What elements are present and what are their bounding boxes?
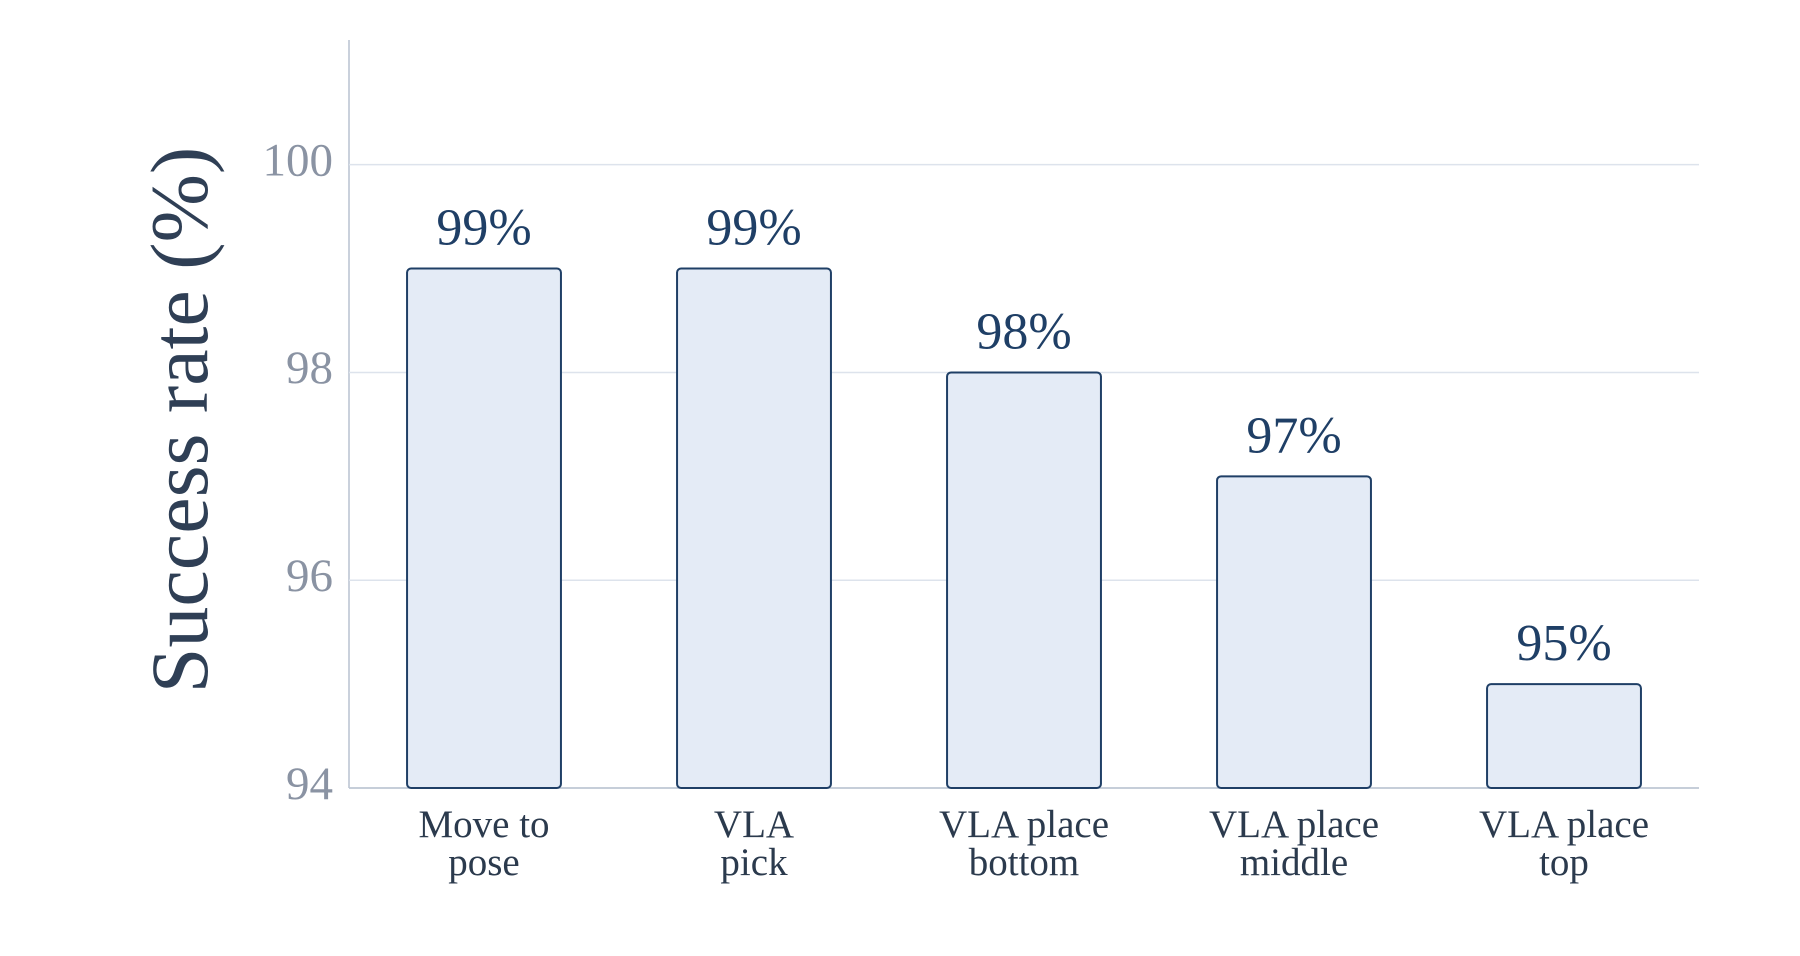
value-label: 95% [1516, 615, 1611, 672]
x-tick-label: VLA place middle [1208, 803, 1379, 884]
x-tick-label: VLA place top [1478, 803, 1649, 884]
bar [1216, 475, 1372, 789]
x-tick-label: Move to pose [418, 803, 550, 884]
bar [406, 267, 562, 789]
y-tick-label: 94 [286, 758, 333, 810]
y-tick-label: 100 [263, 134, 334, 186]
bar [676, 267, 832, 789]
y-axis-label: Success rate (%) [134, 147, 225, 693]
x-tick-label: VLA pick [713, 803, 795, 884]
y-tick-label: 96 [286, 550, 333, 602]
x-tick-label: VLA place bottom [938, 803, 1109, 884]
value-label: 98% [976, 303, 1071, 360]
bar [1486, 683, 1642, 789]
y-tick-label: 98 [286, 342, 333, 394]
bar [946, 371, 1102, 789]
value-label: 97% [1246, 407, 1341, 464]
value-label: 99% [436, 200, 531, 257]
value-label: 99% [706, 200, 801, 257]
